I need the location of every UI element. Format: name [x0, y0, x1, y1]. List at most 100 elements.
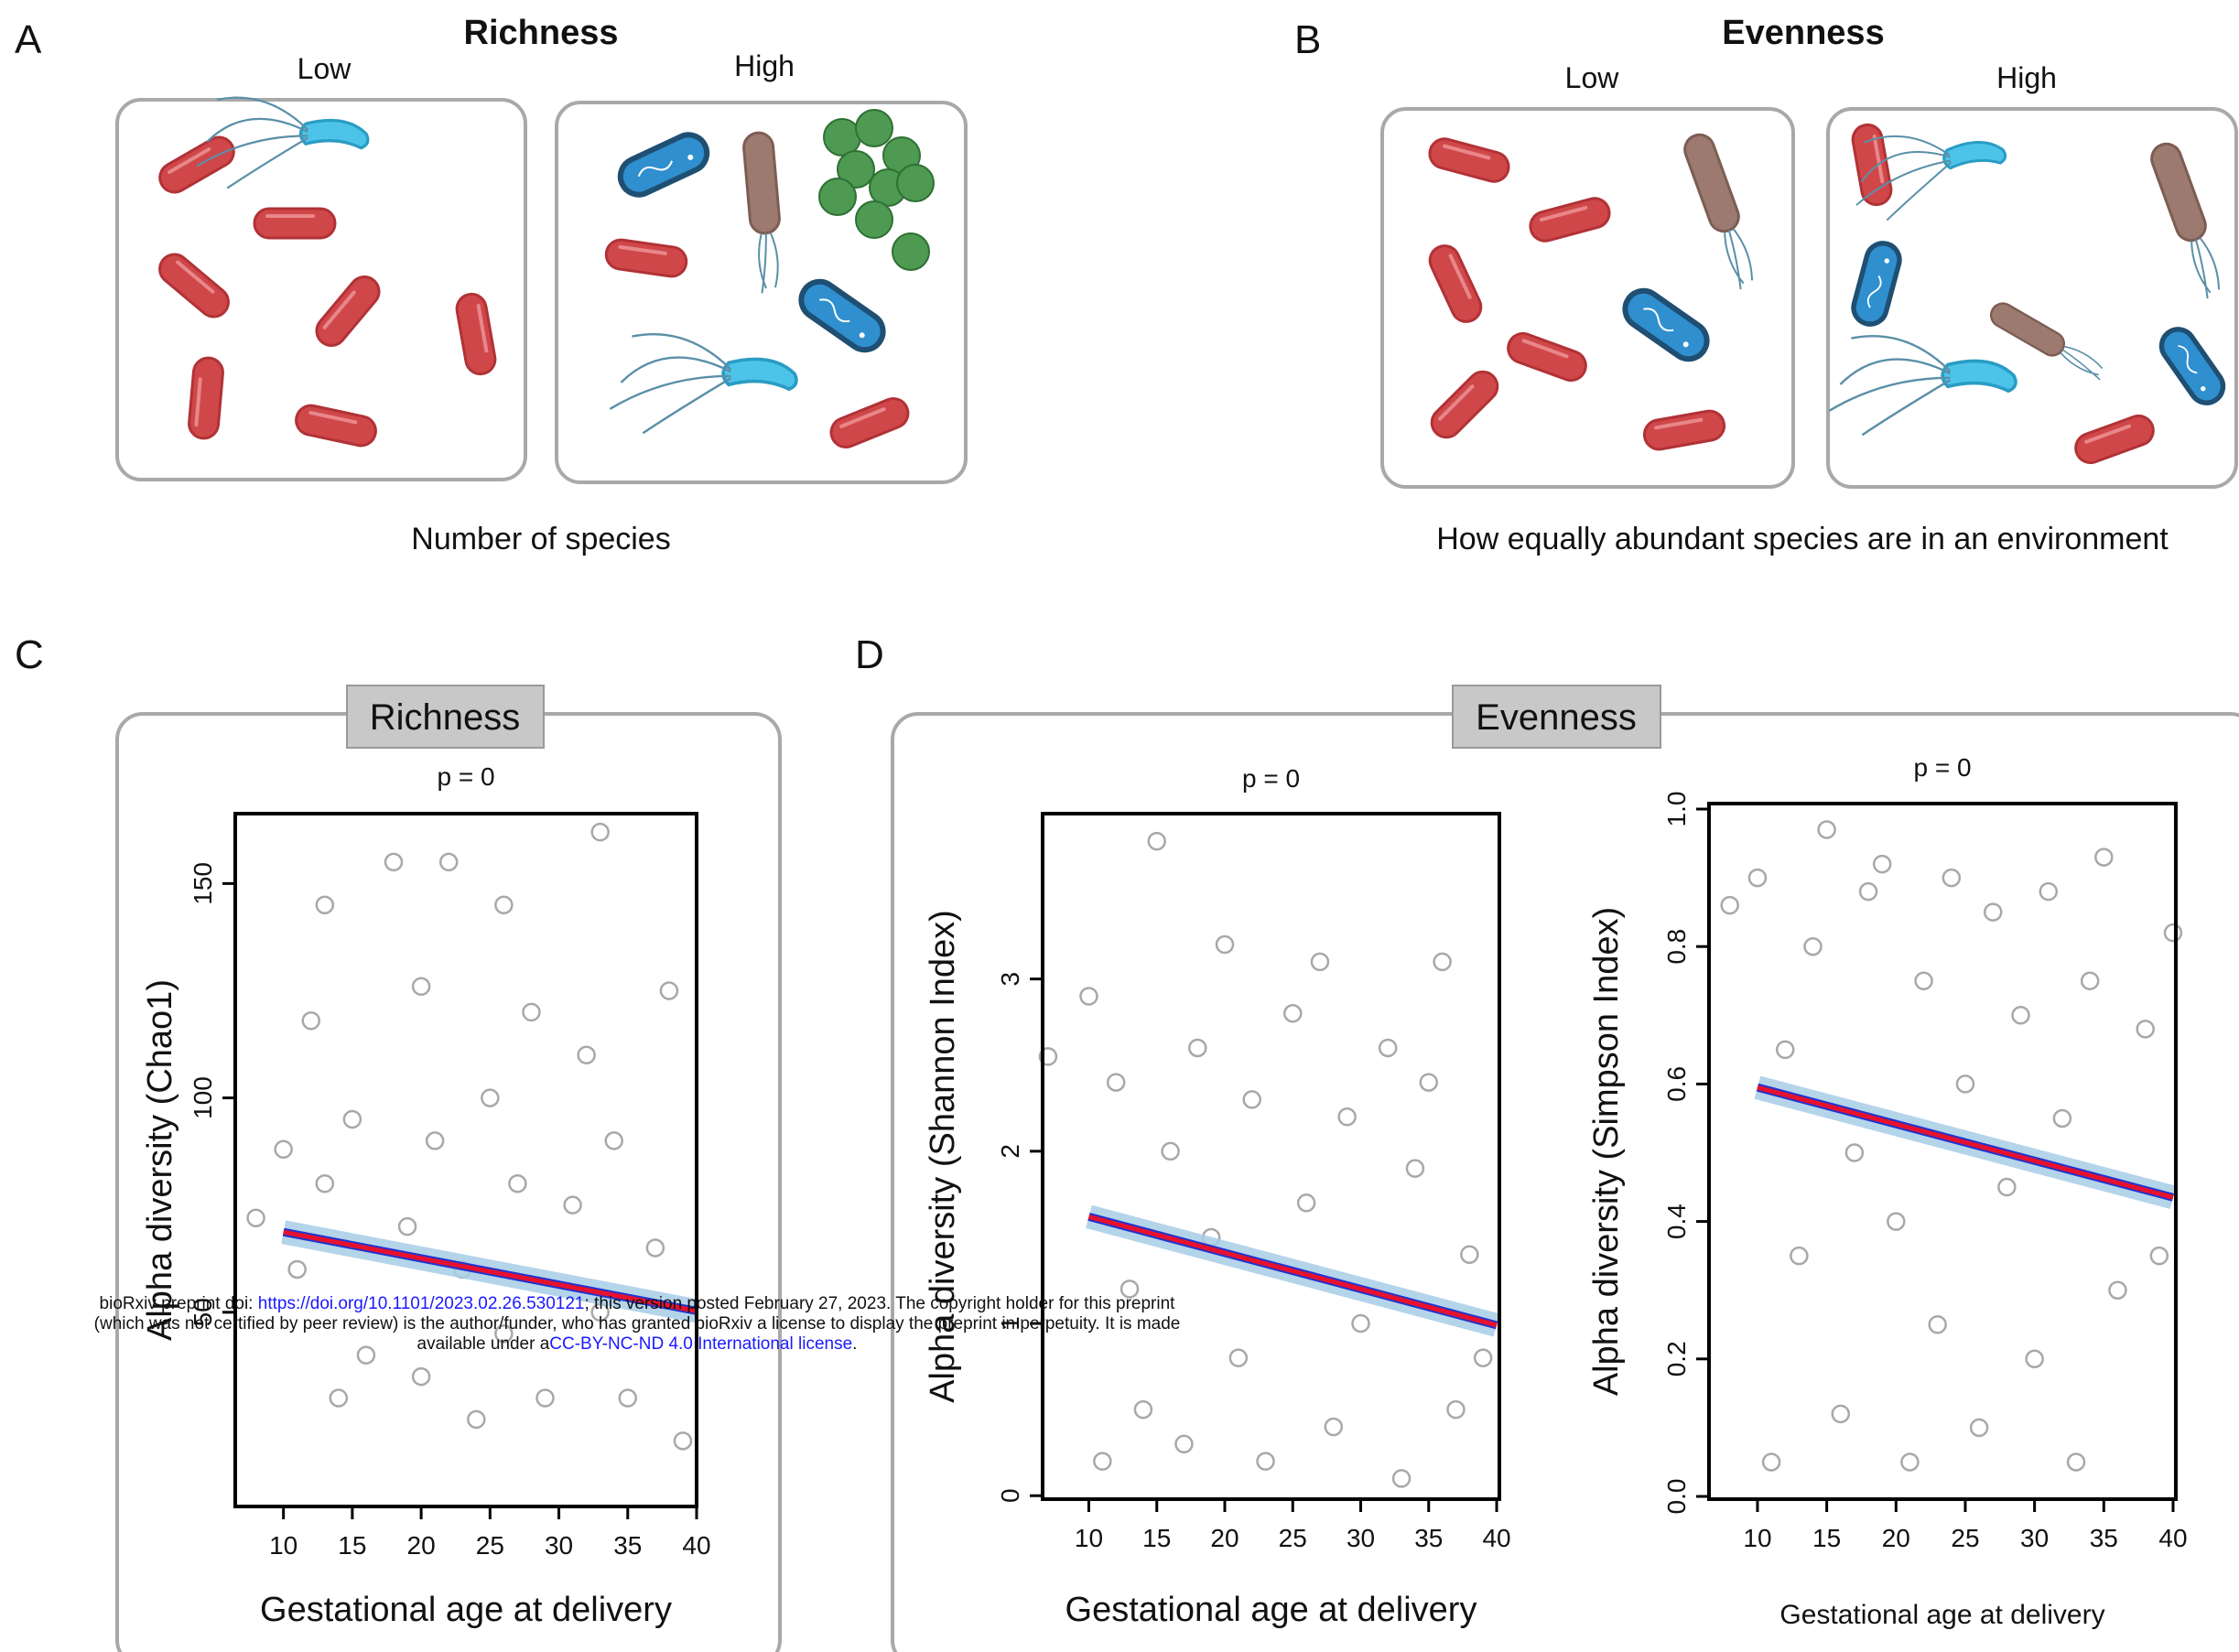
x-tick-label: 15	[1142, 1524, 1171, 1552]
scatter-point	[315, 895, 335, 915]
chart-title: p = 0	[1913, 753, 1971, 782]
x-tick-label: 15	[1812, 1524, 1841, 1552]
scatter-point	[1969, 1418, 1989, 1438]
facet-strip	[346, 685, 545, 749]
scatter-point	[315, 1174, 335, 1193]
subtitle-high: High	[734, 49, 795, 82]
plot-frame	[233, 812, 698, 1508]
x-tick-label: 10	[1075, 1524, 1103, 1552]
y-tick-label: 0	[996, 1488, 1024, 1503]
scatter-point	[1473, 1348, 1493, 1367]
y-tick-label: 0.0	[1662, 1479, 1691, 1515]
facet-strip-label: Evenness	[1476, 697, 1637, 738]
x-tick-label: 10	[269, 1531, 297, 1560]
scatter-point	[1242, 1090, 1261, 1109]
scatter-point	[508, 1174, 527, 1193]
scatter-point	[1296, 1193, 1316, 1213]
scatter-point	[1174, 1434, 1194, 1454]
scatter-point	[411, 1366, 431, 1387]
y-tick-label: 0.4	[1662, 1204, 1691, 1239]
scatter-point	[1405, 1159, 1425, 1178]
x-tick-label: 40	[682, 1531, 710, 1560]
scatter-point	[522, 1002, 541, 1022]
scatter-point	[1914, 971, 1933, 991]
y-axis-title: Alpha diversity (Simpson Index)	[1587, 907, 1626, 1396]
scatter-point	[1188, 1038, 1207, 1058]
x-tick-label: 40	[2158, 1524, 2187, 1552]
y-axis-title: Alpha diversity (Chao1)	[141, 979, 179, 1341]
scatter-point	[1858, 881, 1878, 902]
scatter-point	[1093, 1452, 1112, 1471]
y-tick-label: 2	[996, 1144, 1024, 1159]
watermark-link[interactable]: CC-BY-NC-ND 4.0 International license	[549, 1334, 852, 1354]
watermark-text: bioRxiv preprint doi:	[100, 1294, 258, 1313]
scatter-point	[1761, 1452, 1781, 1472]
scatter-point	[384, 852, 404, 872]
scatter-point	[356, 1345, 376, 1365]
scatter-point	[535, 1388, 555, 1408]
watermark-text: .	[852, 1334, 857, 1354]
scatter-point	[287, 1259, 307, 1279]
scatter-point	[1720, 895, 1739, 915]
scatter-point	[618, 1388, 638, 1408]
scatter-point	[604, 1131, 623, 1150]
watermark-line: available under aCC-BY-NC-ND 4.0 Interna…	[417, 1334, 858, 1354]
plot-frame	[1707, 802, 2178, 1501]
y-axis-title: Alpha diversity (Shannon Index)	[924, 910, 962, 1403]
x-tick-label: 30	[2020, 1524, 2049, 1552]
y-tick-label: 0.2	[1662, 1341, 1691, 1377]
chart-title: p = 0	[1242, 764, 1300, 793]
panel-label: B	[1294, 17, 1321, 62]
scatter-point	[329, 1388, 349, 1408]
scatter-point	[2163, 923, 2183, 943]
watermark-line: bioRxiv preprint doi: https://doi.org/10…	[100, 1294, 1176, 1313]
facet-strip	[1452, 685, 1661, 749]
scatter-point	[2066, 1452, 2086, 1472]
scatter-point	[1900, 1452, 1920, 1472]
x-tick-label: 25	[476, 1531, 504, 1560]
x-tick-label: 25	[1951, 1524, 1979, 1552]
x-tick-label: 20	[407, 1531, 436, 1560]
scatter-point	[481, 1088, 500, 1107]
subtitle-high: High	[1996, 61, 2057, 94]
scatter-point	[1419, 1073, 1439, 1092]
scatter-point	[1038, 1047, 1058, 1066]
scatter-point	[1887, 1212, 1906, 1231]
panel-title: Richness	[464, 14, 619, 52]
scatter-point	[494, 895, 514, 915]
watermark-text: available under a	[417, 1334, 550, 1354]
scatter-point	[2039, 881, 2059, 902]
scatter-point	[494, 1323, 514, 1344]
scatter-point	[246, 1208, 265, 1227]
scatter-point	[1351, 1313, 1370, 1333]
scatter-point	[1120, 1279, 1140, 1299]
scatter-point	[397, 1216, 417, 1236]
watermark-link[interactable]: https://doi.org/10.1101/2023.02.26.53012…	[258, 1294, 585, 1313]
chart: p = 0 10 15 20 25 30 35 40 50 100 150 Gestational a…	[141, 762, 711, 1629]
chart: p = 0 10 15 20 25 30 35 40 0.0 0.2 0.4 0.6 0.8 1.0 Ges…	[1587, 753, 2188, 1630]
scatter-point	[2025, 1349, 2044, 1369]
scatter-point	[1790, 1246, 1809, 1266]
fit-line	[1757, 1085, 2174, 1200]
scatter-point	[2136, 1020, 2155, 1039]
scatter-point	[1337, 1107, 1357, 1127]
watermark: bioRxiv preprint doi: https://doi.org/10…	[94, 1294, 1181, 1354]
scatter-point	[1079, 987, 1098, 1006]
scatter-point	[467, 1409, 486, 1430]
scatter-point	[2149, 1246, 2169, 1266]
subtitle-low: Low	[297, 52, 352, 85]
x-axis-title: Gestational age at delivery	[1065, 1591, 1477, 1629]
scatter-point	[1942, 868, 1962, 888]
plot-frame	[1041, 812, 1501, 1501]
scatter-point	[1803, 936, 1823, 956]
watermark-line: (which was not certified by peer review)…	[94, 1314, 1181, 1333]
scatter-point	[1747, 868, 1768, 888]
y-tick-label: 3	[996, 972, 1024, 987]
scatter-point	[645, 1238, 665, 1258]
scatter-point	[1460, 1245, 1479, 1265]
scatter-point	[1147, 831, 1166, 851]
scatter-point	[673, 1431, 693, 1451]
scatter-point	[1872, 854, 1892, 874]
